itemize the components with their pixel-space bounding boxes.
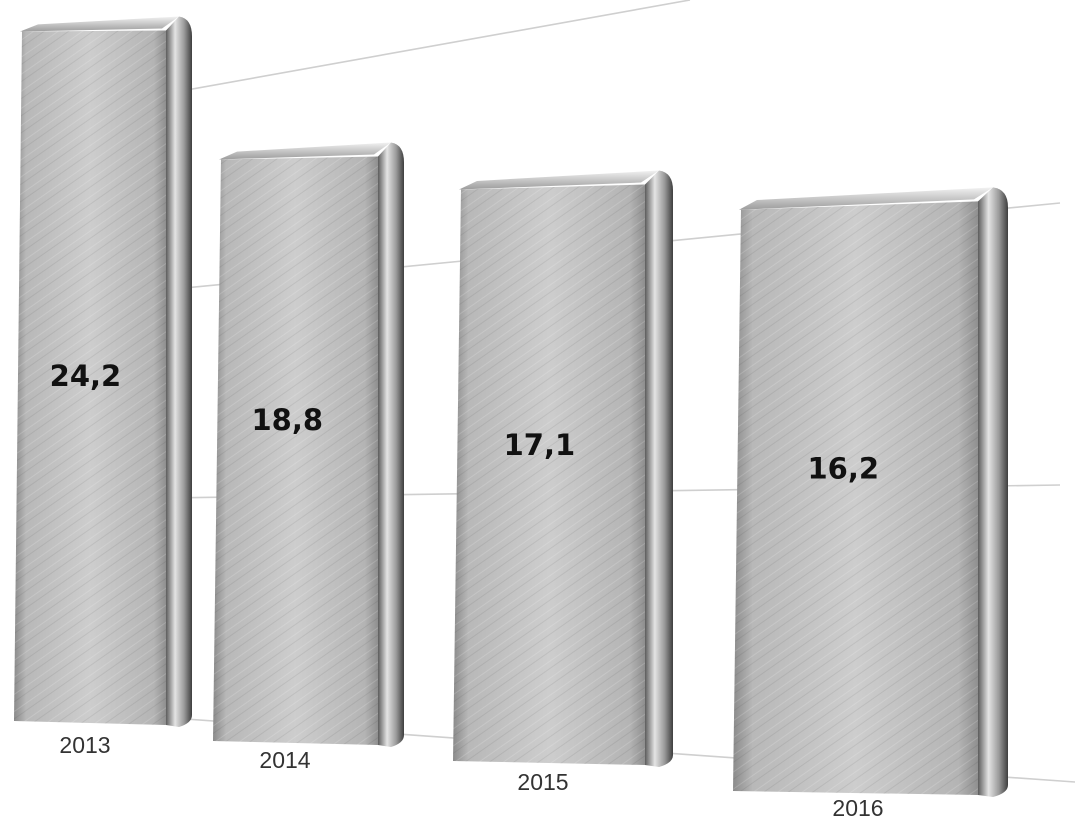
bar-texture xyxy=(453,184,645,765)
bar-top xyxy=(219,142,391,160)
bar-2014 xyxy=(213,142,404,747)
bar-2016 xyxy=(733,187,1008,797)
value-label: 24,2 xyxy=(50,359,122,393)
bars xyxy=(14,16,1008,797)
bar-2015 xyxy=(453,170,673,767)
bar-top xyxy=(20,16,179,32)
bar-texture xyxy=(733,201,978,795)
category-label: 2016 xyxy=(832,795,883,819)
bar-side xyxy=(166,16,192,727)
value-label: 16,2 xyxy=(807,452,879,486)
labels: 24,2 2013 18,8 2014 17,1 2015 16,2 2016 xyxy=(50,359,884,819)
category-label: 2014 xyxy=(259,747,310,773)
category-label: 2013 xyxy=(59,732,110,758)
bar-side xyxy=(978,187,1008,797)
bar-side xyxy=(645,170,673,767)
bar-texture xyxy=(213,156,378,745)
value-label: 17,1 xyxy=(504,428,576,462)
bar-2013 xyxy=(14,16,192,727)
value-label: 18,8 xyxy=(251,403,323,437)
bar-top xyxy=(739,187,993,210)
bar-top xyxy=(459,170,659,190)
category-label: 2015 xyxy=(517,769,568,795)
bar-side xyxy=(378,142,404,747)
bar-texture xyxy=(14,30,166,725)
